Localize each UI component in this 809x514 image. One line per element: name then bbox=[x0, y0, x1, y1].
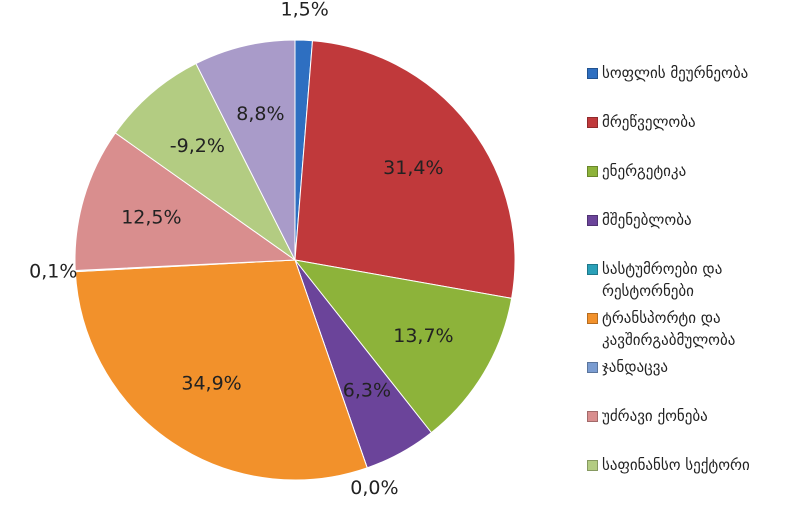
legend-item: საფინანსო სექტორი bbox=[587, 454, 805, 476]
pie-slice bbox=[114, 62, 296, 261]
legend-label: სოფლის მეურნეობა bbox=[602, 64, 749, 82]
legend-swatch bbox=[587, 411, 598, 422]
data-label: 0,1% bbox=[29, 261, 77, 283]
legend-item: მრეწველობა bbox=[587, 111, 805, 133]
data-label: 8,8% bbox=[236, 103, 284, 125]
data-label: 13,7% bbox=[393, 325, 453, 347]
legend-swatch bbox=[587, 68, 598, 79]
legend-swatch bbox=[587, 166, 598, 177]
legend-swatch bbox=[587, 215, 598, 226]
legend-label: მრეწველობა bbox=[602, 113, 696, 131]
pie-slice bbox=[195, 39, 296, 261]
legend-label: მშენებლობა bbox=[602, 211, 692, 229]
legend-swatch bbox=[587, 264, 598, 275]
data-label: 6,3% bbox=[343, 380, 391, 402]
legend-item: ენერგეტიკა bbox=[587, 160, 805, 182]
legend-swatch bbox=[587, 313, 598, 324]
legend-item: უძრავი ქონება bbox=[587, 405, 805, 427]
data-label: 34,9% bbox=[181, 373, 241, 395]
legend-item: სასტუმროები და რესტორნები bbox=[587, 258, 805, 302]
data-label: 1,5% bbox=[280, 0, 328, 21]
pie-slice bbox=[74, 132, 297, 272]
pie-slice bbox=[293, 259, 513, 434]
legend-label: საფინანსო სექტორი bbox=[602, 456, 750, 474]
legend-label: უძრავი ქონება bbox=[602, 407, 708, 425]
pie-slice bbox=[74, 259, 368, 481]
legend-swatch bbox=[587, 117, 598, 128]
pie-slice bbox=[294, 40, 516, 299]
legend-item: მშენებლობა bbox=[587, 209, 805, 231]
legend-label: სასტუმროები და რესტორნები bbox=[602, 260, 723, 300]
legend-swatch bbox=[587, 362, 598, 373]
data-label: -9,2% bbox=[170, 135, 225, 157]
legend-label: ჯანდაცვა bbox=[602, 358, 669, 376]
legend-item: სოფლის მეურნეობა bbox=[587, 62, 805, 84]
legend-item: ტრანსპორტი და კავშირგაბმულობა bbox=[587, 307, 805, 351]
data-label: 12,5% bbox=[121, 207, 181, 229]
data-label: 31,4% bbox=[383, 157, 443, 179]
data-label: 0,0% bbox=[350, 477, 398, 499]
legend-swatch bbox=[587, 460, 598, 471]
legend-label: ტრანსპორტი და კავშირგაბმულობა bbox=[602, 309, 736, 349]
legend-item: ჯანდაცვა bbox=[587, 356, 805, 378]
legend-label: ენერგეტიკა bbox=[602, 162, 687, 180]
